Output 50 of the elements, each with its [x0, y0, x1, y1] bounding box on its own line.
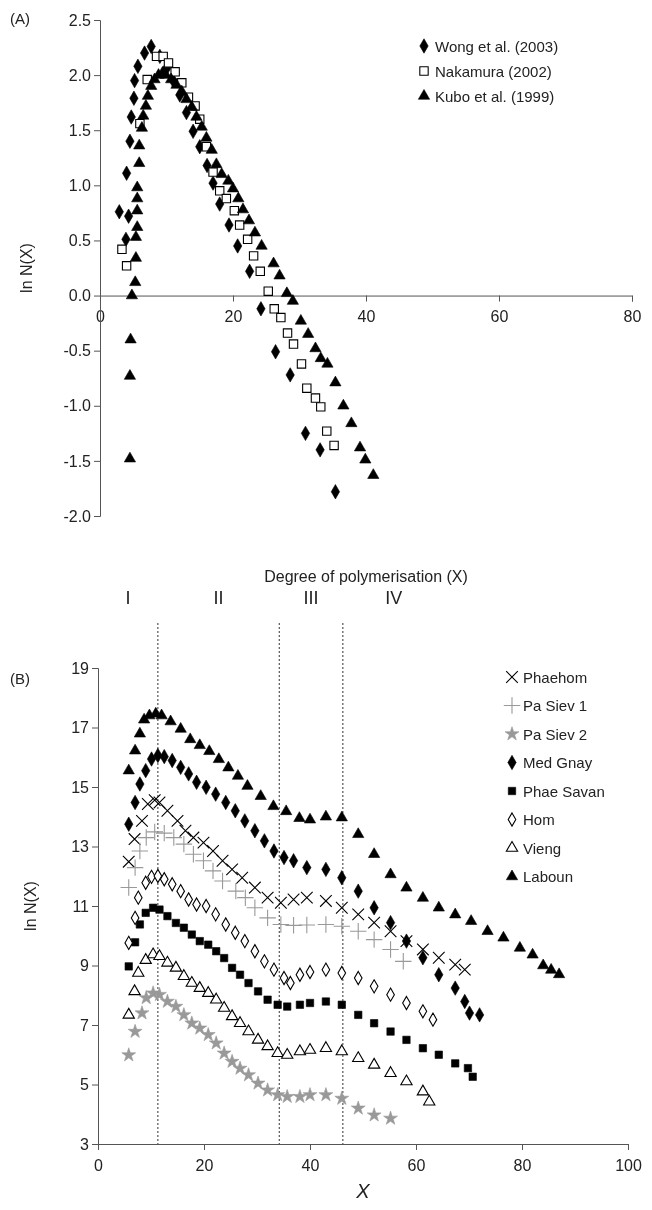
text: I [125, 588, 131, 608]
y-axis-title: ln N(X) [18, 243, 35, 293]
y-tick-label: 1.5 [68, 121, 92, 139]
legend-label: Pa Siev 1 [523, 697, 588, 714]
y-tick-label: 19 [71, 659, 90, 677]
y-tick-label: 2.5 [68, 11, 92, 29]
legend-label: Phae Savan [523, 782, 605, 800]
y-tick-label: 1.0 [68, 176, 92, 194]
x-axis-title: Degree of polymerisation (X) [264, 568, 468, 585]
chart-title: (B) [10, 670, 30, 687]
y-tick-label: -2.0 [63, 507, 92, 525]
legend-label: Pa Siev 2 [523, 725, 588, 743]
y-tick-label: 3 [80, 1135, 90, 1153]
legend-label: Phaehom [523, 668, 588, 686]
x-tick-label: 80 [623, 308, 642, 326]
x-axis-title: X [355, 1180, 371, 1202]
x-tick-label: 80 [513, 1156, 532, 1174]
chart-title: (A) [10, 10, 30, 27]
y-tick-label: 5 [80, 1076, 90, 1094]
y-tick-label: -1.5 [63, 452, 92, 470]
x-tick-label: 40 [357, 308, 376, 326]
legend-label: Nakamura (2002) [435, 62, 552, 80]
text: IV [385, 588, 403, 608]
legend-label: Med Gnay [523, 754, 593, 771]
y-axis-title: ln N(X) [22, 881, 39, 931]
x-tick-label: 0 [94, 1156, 104, 1174]
y-tick-label: 13 [71, 838, 90, 856]
y-tick-label: -1.0 [63, 397, 92, 415]
text: III [303, 588, 319, 608]
y-tick-label: 17 [71, 719, 90, 737]
legend-label: Wong et al. (2003) [435, 37, 559, 55]
y-tick-label: 15 [71, 778, 90, 796]
x-tick-label: 60 [490, 308, 509, 326]
legend-label: Vieng [523, 839, 562, 857]
y-tick-label: 9 [80, 957, 90, 975]
x-tick-label: 20 [195, 1156, 214, 1174]
x-tick-label: 20 [224, 308, 243, 326]
y-tick-label: 0.5 [68, 232, 92, 250]
x-tick-label: 40 [301, 1156, 320, 1174]
x-tick-label: 100 [615, 1156, 642, 1174]
y-tick-label: 0.0 [68, 287, 92, 305]
legend-label: Laboun [523, 868, 574, 885]
legend-label: Kubo et al. (1999) [435, 87, 555, 105]
x-tick-label: 60 [407, 1156, 426, 1174]
y-tick-label: -0.5 [63, 342, 92, 360]
text: II [213, 588, 224, 608]
legend-label: Hom [523, 811, 555, 828]
y-tick-label: 7 [80, 1016, 90, 1034]
y-tick-label: 2.0 [68, 66, 92, 84]
y-tick-label: 11 [72, 897, 90, 915]
